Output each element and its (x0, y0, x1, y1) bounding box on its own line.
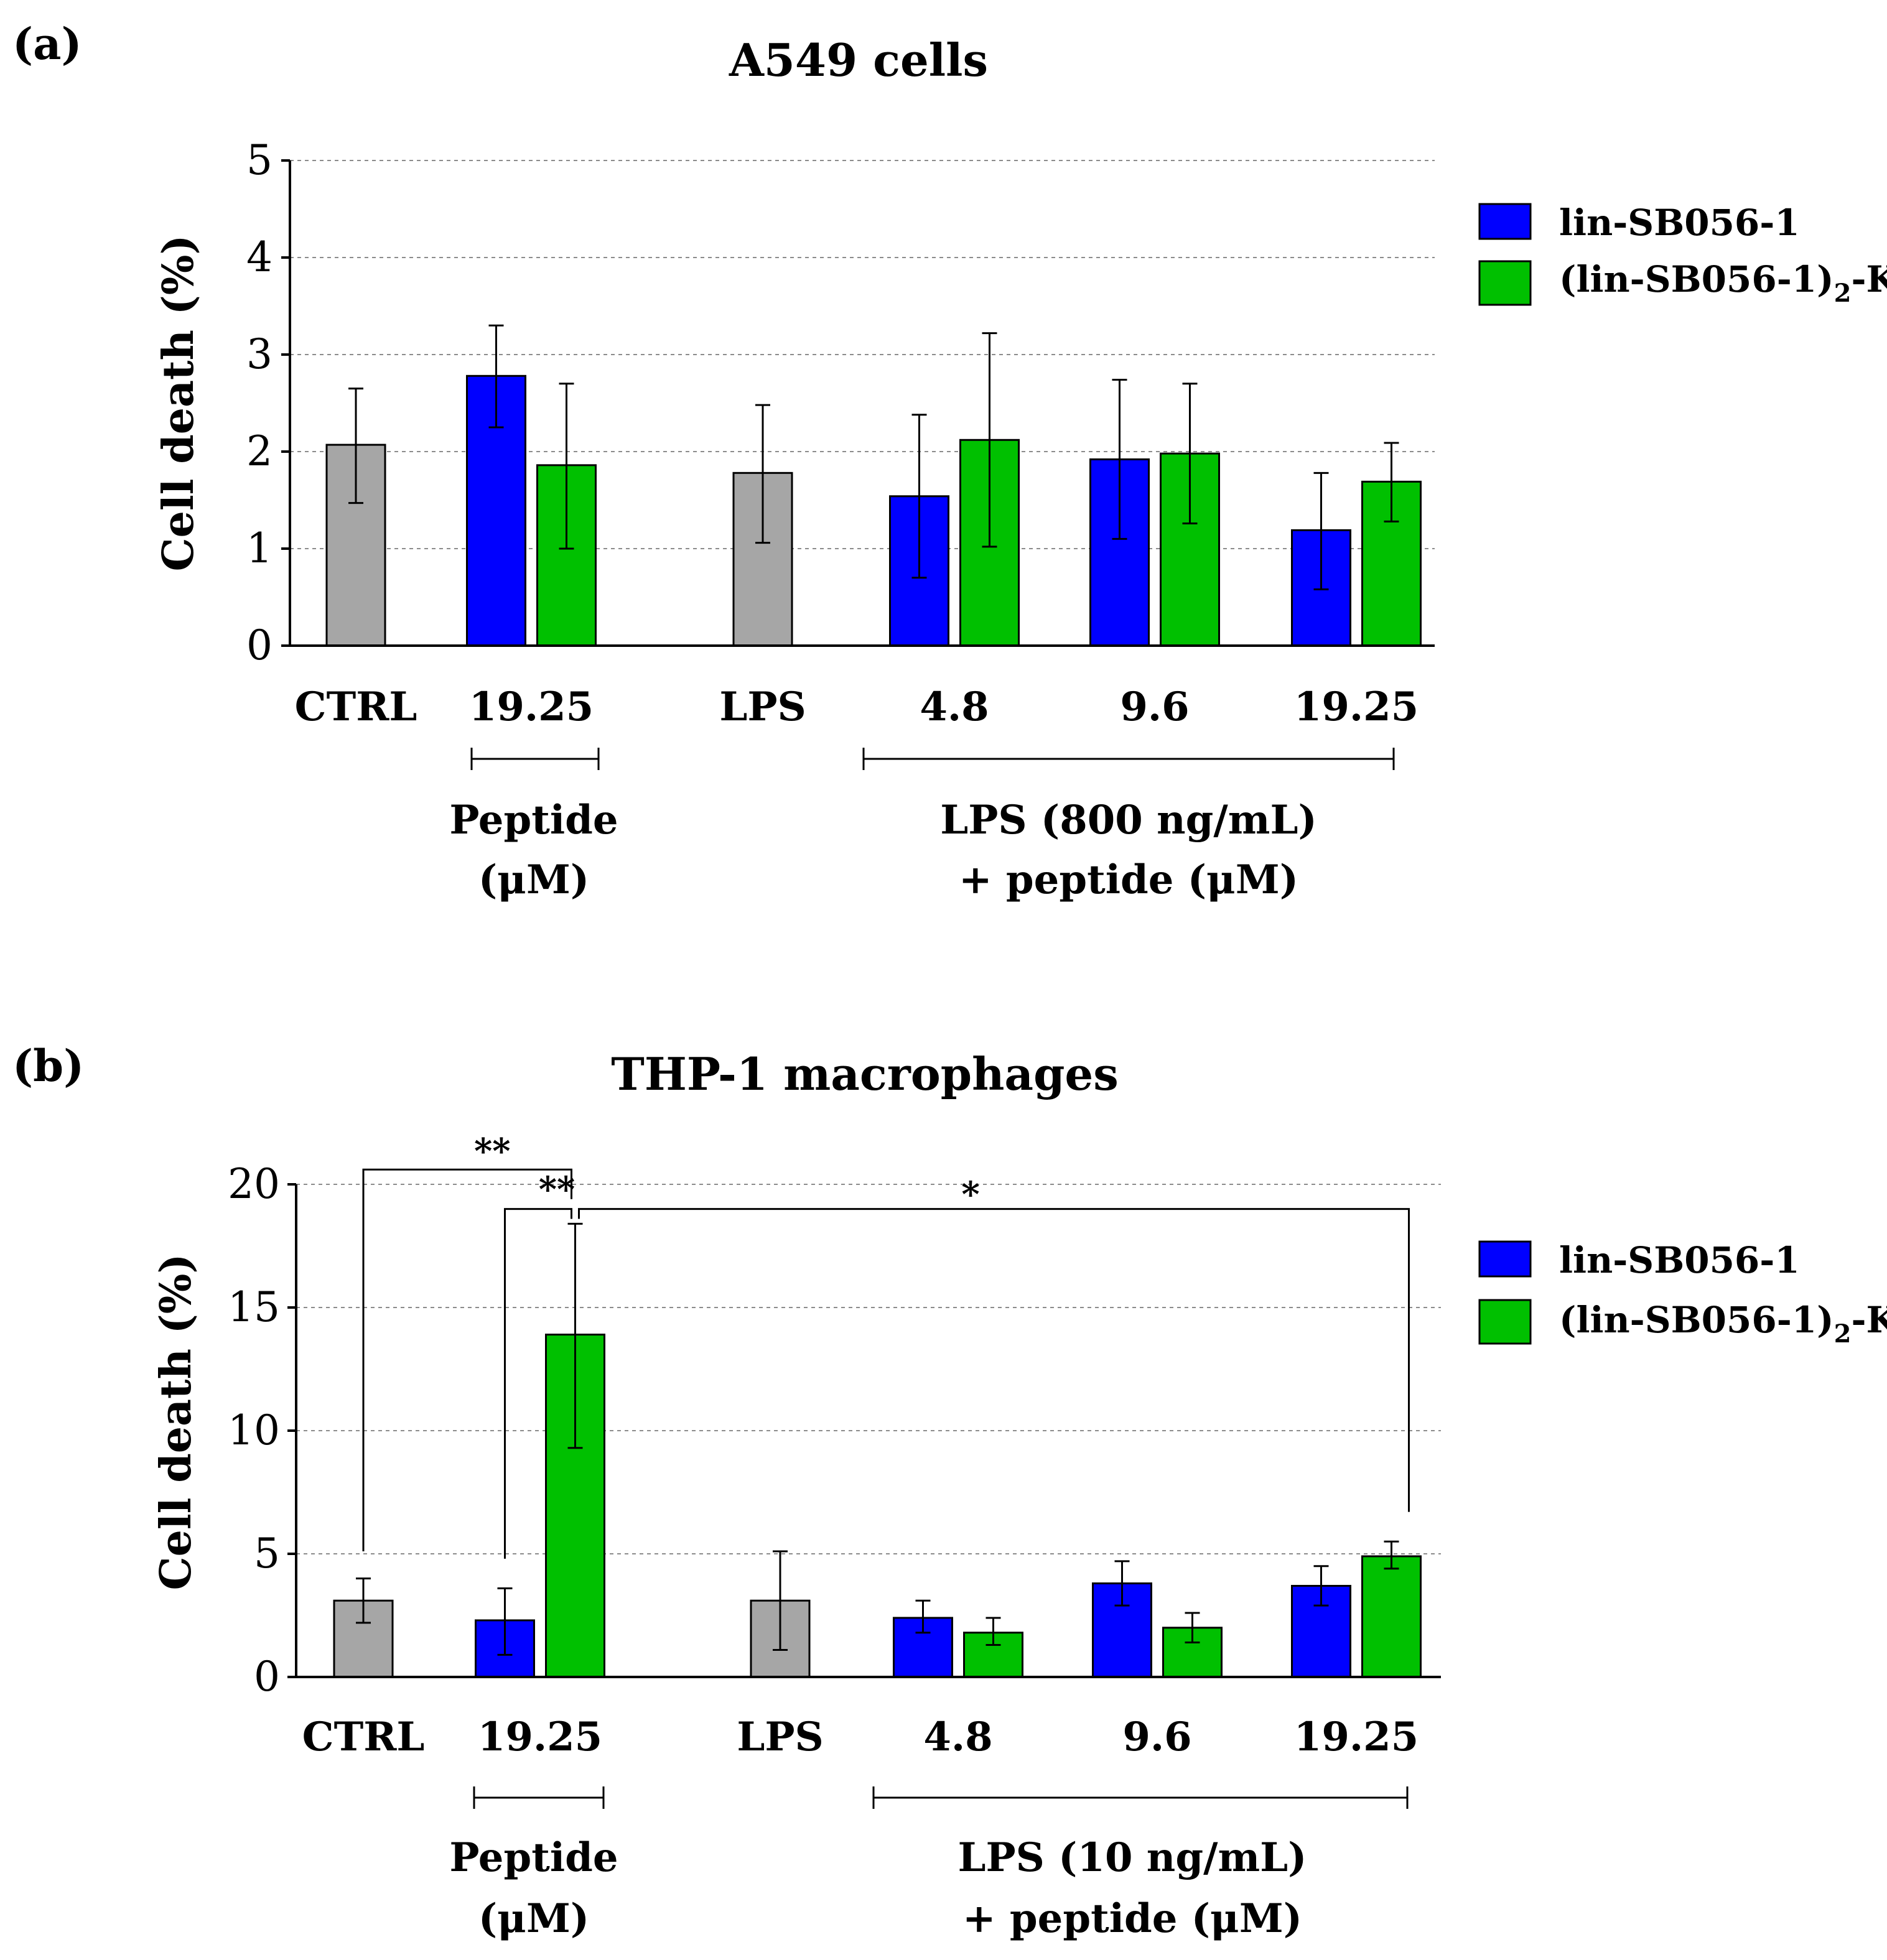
y-tick-label: 1 (246, 524, 273, 572)
significance-label: ** (539, 1169, 575, 1210)
group-label-line2: (μM) (478, 1895, 589, 1942)
y-tick-label: 20 (228, 1160, 280, 1208)
significance-label: ** (474, 1131, 511, 1172)
bar-LPS-control (732, 471, 793, 647)
y-tick-label: 0 (254, 1653, 280, 1701)
panel-a-chart: (a) A549 cells Cell death (%) 0 1 2 3 4 5 CTR… (12, 18, 1887, 903)
legend-label-dimer: (lin-SB056-1)2-K (1559, 258, 1887, 308)
x-category-label: CTRL (295, 684, 417, 730)
panel-b-title: THP-1 macrophages (611, 1047, 1119, 1100)
y-tick-label: 5 (254, 1530, 280, 1577)
bar-19.25-(lin-SB056-1)2-K (1361, 1555, 1422, 1678)
x-category-label: 9.6 (1120, 684, 1189, 730)
panel-a-label: (a) (12, 18, 82, 70)
y-tick-label: 0 (246, 621, 273, 669)
x-category-label: 19.25 (478, 1714, 602, 1760)
x-category-label: LPS (737, 1714, 823, 1760)
significance-label: * (961, 1174, 979, 1215)
group-label-line2: + peptide (μM) (959, 857, 1298, 903)
bar-CTRL-control (333, 1599, 394, 1678)
y-tick-label: 3 (246, 330, 273, 378)
y-tick-label: 5 (246, 136, 273, 184)
panel-a-title: A549 cells (729, 34, 988, 86)
x-category-label: 19.25 (1294, 1714, 1419, 1760)
legend-label-lin: lin-SB056-1 (1559, 1239, 1800, 1281)
significance-bracket (578, 1208, 1410, 1512)
x-category-label: 4.8 (923, 1714, 992, 1760)
x-category-label: 19.25 (469, 684, 594, 730)
group-label-line1: Peptide (449, 797, 618, 843)
x-category-label: 19.25 (1294, 684, 1419, 730)
panel-b-legend: lin-SB056-1 (lin-SB056-1)2-K (1478, 1239, 1887, 1349)
panel-b-label: (b) (12, 1040, 84, 1092)
y-tick-label: 15 (228, 1283, 280, 1331)
legend-label-lin: lin-SB056-1 (1559, 202, 1800, 244)
panel-a-y-axis-label: Cell death (%) (154, 235, 203, 571)
legend-swatch-dimer (1478, 1299, 1532, 1345)
y-tick-label: 4 (246, 233, 273, 281)
y-tick-label: 10 (228, 1406, 280, 1454)
group-label-line1: LPS (800 ng/mL) (940, 797, 1316, 843)
significance-bracket (362, 1168, 572, 1552)
legend-swatch-dimer (1478, 260, 1532, 306)
x-category-label: 9.6 (1122, 1714, 1191, 1760)
y-tick-label: 2 (246, 427, 273, 475)
panel-b-chart: (b) THP-1 macrophages Cell death (%) 0 5 1… (12, 1040, 1887, 1942)
legend-label-dimer: (lin-SB056-1)2-K (1559, 1299, 1887, 1349)
x-category-label: LPS (719, 684, 806, 730)
group-label-line1: Peptide (449, 1834, 618, 1881)
significance-bracket (504, 1208, 572, 1559)
group-label-line2: (μM) (478, 857, 589, 903)
group-label-line1: LPS (10 ng/mL) (958, 1834, 1307, 1881)
legend-swatch-lin (1478, 1240, 1532, 1278)
panel-b-y-axis-label: Cell death (%) (151, 1253, 201, 1590)
x-category-label: CTRL (302, 1714, 425, 1760)
x-category-label: 4.8 (920, 684, 989, 730)
group-label-line2: + peptide (μM) (962, 1895, 1302, 1942)
panel-a-legend: lin-SB056-1 (lin-SB056-1)2-K (1478, 202, 1887, 308)
legend-swatch-lin (1478, 203, 1532, 240)
